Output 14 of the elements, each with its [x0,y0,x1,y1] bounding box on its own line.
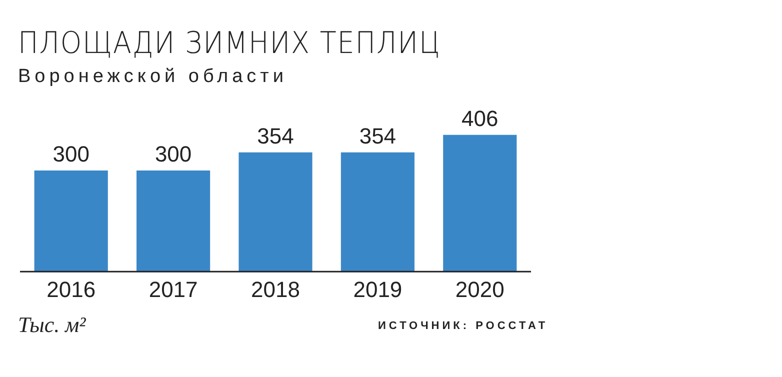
data-label: 300 [154,142,192,167]
data-label: 300 [52,142,90,167]
text: ИСТОЧНИК: РОССТАТ [378,320,548,332]
x-tick-label: 2016 [46,276,96,302]
data-label: 354 [257,123,294,148]
x-tick-label: 2020 [455,276,504,302]
x-tick-label: 2017 [148,276,198,302]
chart-title: ПЛОЩАДИ ЗИМНИХ ТЕПЛИЦ [18,26,441,61]
text: Тыс. м² [18,312,86,338]
x-tick-label: 2018 [251,276,300,302]
x-tick-label: 2019 [353,276,402,302]
data-label: 406 [462,106,498,131]
chart-subtitle: Воронежской области [18,66,288,88]
data-label: 354 [359,123,396,148]
